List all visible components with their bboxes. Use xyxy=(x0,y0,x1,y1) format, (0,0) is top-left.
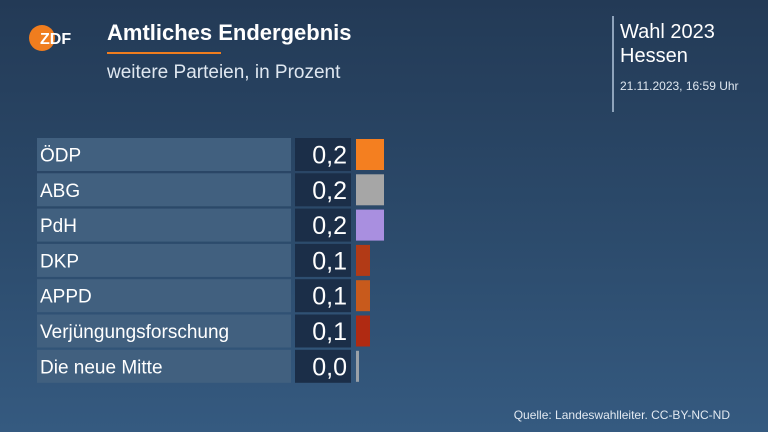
value-label: 0,1 xyxy=(312,247,347,275)
category-label: Verjüngungsforschung xyxy=(40,322,229,343)
value-label: 0,0 xyxy=(312,353,347,381)
bar xyxy=(356,174,384,206)
bar xyxy=(356,350,359,382)
category-label: ÖDP xyxy=(40,146,81,167)
value-label: 0,2 xyxy=(312,142,347,170)
category-label-bg xyxy=(37,349,291,383)
value-label-bg xyxy=(295,314,351,348)
value-label-bg xyxy=(295,208,351,242)
category-label: APPD xyxy=(40,287,92,308)
title-underline xyxy=(107,52,221,54)
header-divider xyxy=(612,16,614,112)
category-label-bg xyxy=(37,138,291,171)
page-title: Amtliches Endergebnis xyxy=(107,20,352,45)
bar xyxy=(356,315,370,347)
value-label: 0,2 xyxy=(312,212,347,240)
timestamp: 21.11.2023, 16:59 Uhr xyxy=(620,79,739,93)
source-note: Quelle: Landeswahlleiter. CC-BY-NC-ND xyxy=(513,408,730,422)
zdf-logo-text: ZDF xyxy=(40,31,71,48)
value-label-bg xyxy=(295,173,351,207)
category-label: Die neue Mitte xyxy=(40,357,163,378)
category-label-bg xyxy=(37,208,291,242)
category-label: PdH xyxy=(40,216,77,237)
bar xyxy=(356,139,384,170)
value-label: 0,2 xyxy=(312,177,347,205)
value-label-bg xyxy=(295,243,351,277)
election-info: Wahl 2023 Hessen xyxy=(620,20,715,68)
category-label: ABG xyxy=(40,181,80,202)
value-label-bg xyxy=(295,279,351,313)
value-label-bg xyxy=(295,138,351,171)
zdf-logo: ZDF xyxy=(29,25,71,51)
bar xyxy=(356,244,370,276)
category-label-bg xyxy=(37,243,291,277)
category-label-bg xyxy=(37,173,291,207)
election-region: Hessen xyxy=(620,45,688,67)
category-label-bg xyxy=(37,279,291,313)
page-subtitle: weitere Parteien, in Prozent xyxy=(107,62,341,83)
value-label-bg xyxy=(295,349,351,383)
election-name: Wahl 2023 xyxy=(620,21,715,43)
bar xyxy=(356,280,370,312)
value-label: 0,1 xyxy=(312,318,347,346)
bar xyxy=(356,209,384,241)
category-label: DKP xyxy=(40,251,79,272)
value-label: 0,1 xyxy=(312,283,347,311)
category-label-bg xyxy=(37,314,291,348)
